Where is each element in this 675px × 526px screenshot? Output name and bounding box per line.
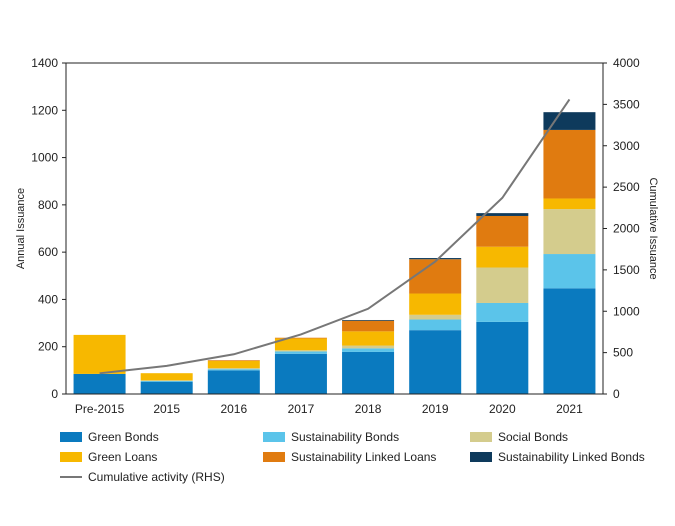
- bar-2019-series-3: [409, 293, 462, 315]
- x-tick-label: 2015: [153, 402, 180, 416]
- legend-label: Sustainability Linked Loans: [291, 450, 437, 464]
- bar-2020-series-5: [476, 213, 529, 216]
- bar-2021-series-5: [543, 112, 596, 130]
- left-tick-label: 1000: [31, 151, 58, 165]
- legend-swatch: [60, 476, 82, 478]
- bar-2017-series-4: [274, 337, 327, 339]
- right-tick-label: 3500: [613, 97, 640, 111]
- legend-swatch: [60, 432, 82, 442]
- line-layer: [99, 98, 571, 375]
- x-tick-label: 2019: [422, 402, 449, 416]
- bar-2019-series-5: [409, 258, 462, 260]
- bar-2017-series-2: [274, 350, 327, 352]
- bar-2016-series-2: [207, 367, 260, 370]
- legend-label: Green Loans: [88, 450, 158, 464]
- y-axis-label-left: Annual Issuance: [15, 188, 27, 269]
- legend-label: Cumulative activity (RHS): [88, 470, 225, 484]
- legend-swatch: [470, 432, 492, 442]
- left-tick-label: 200: [38, 340, 58, 354]
- right-tick-label: 1000: [613, 304, 640, 318]
- legend-item: Sustainability Linked Bonds: [470, 450, 645, 464]
- left-tick-label: 800: [38, 198, 58, 212]
- bar-pre-2015-series-3: [73, 334, 126, 374]
- x-tick-label: 2016: [220, 402, 247, 416]
- legend-item: Social Bonds: [470, 430, 568, 444]
- x-tick-label: 2018: [355, 402, 382, 416]
- bar-2015-series-1: [140, 380, 193, 382]
- bar-2018-series-0: [342, 351, 395, 394]
- legend-item: Sustainability Bonds: [263, 430, 399, 444]
- legend-swatch: [470, 452, 492, 462]
- right-tick-label: 0: [613, 387, 620, 401]
- left-tick-label: 600: [38, 245, 58, 259]
- bar-2019-series-1: [409, 319, 462, 331]
- bar-2016-series-3: [207, 360, 260, 368]
- bar-2017-series-0: [274, 353, 327, 394]
- bar-2019-series-4: [409, 259, 462, 294]
- axes-layer: 0 200 400 600 800 1000 1200 1400 0 500 1000 1500 200…: [15, 56, 659, 416]
- bar-2018-series-2: [342, 345, 395, 349]
- legend-label: Social Bonds: [498, 430, 569, 444]
- bar-2016-series-1: [207, 369, 260, 371]
- bar-2021-series-4: [543, 129, 596, 199]
- bar-2017-series-1: [274, 351, 327, 354]
- bar-pre-2015-series-0: [73, 373, 126, 394]
- x-tick-label: 2017: [288, 402, 315, 416]
- bar-2019-series-2: [409, 314, 462, 320]
- bar-2020-series-3: [476, 246, 529, 268]
- x-tick-label: Pre-2015: [75, 402, 125, 416]
- cumulative-line: [99, 98, 571, 375]
- x-tick-label: 2021: [556, 402, 583, 416]
- x-tick-label: 2020: [489, 402, 516, 416]
- legend-swatch: [60, 452, 82, 462]
- legend-label: Green Bonds: [88, 430, 159, 444]
- legend-swatch: [263, 432, 285, 442]
- left-tick-label: 1400: [31, 56, 58, 70]
- left-tick-label: 1200: [31, 103, 58, 117]
- legend-label: Sustainability Bonds: [291, 430, 400, 444]
- left-tick-label: 400: [38, 292, 58, 306]
- right-tick-label: 2000: [613, 222, 640, 236]
- bar-2016-series-4: [207, 360, 260, 361]
- bar-2020-series-4: [476, 215, 529, 247]
- bar-2020-series-2: [476, 267, 529, 303]
- bar-2018-series-4: [342, 320, 395, 332]
- y-axis-label-right: Cumulative Issuance: [647, 177, 659, 279]
- bar-2021-series-0: [543, 288, 596, 394]
- right-tick-label: 1500: [613, 263, 640, 277]
- bar-2020-series-1: [476, 302, 529, 322]
- bar-2018-series-1: [342, 348, 395, 352]
- legend-item: Sustainability Linked Loans: [263, 450, 436, 464]
- bar-2021-series-3: [543, 198, 596, 210]
- bar-2015-series-0: [140, 381, 193, 394]
- legend-label: Sustainability Linked Bonds: [498, 450, 645, 464]
- chart-canvas: 0 200 400 600 800 1000 1200 1400 0 500 1000 1500 200…: [15, 56, 659, 416]
- bar-2021-series-2: [543, 209, 596, 255]
- bar-2019-series-0: [409, 330, 462, 394]
- legend-item: Cumulative activity (RHS): [60, 470, 225, 484]
- left-tick-label: 0: [51, 387, 58, 401]
- bars-layer: [73, 112, 596, 394]
- bar-2018-series-3: [342, 331, 395, 346]
- right-tick-label: 3000: [613, 139, 640, 153]
- bar-2020-series-0: [476, 321, 529, 394]
- bar-2015-series-3: [140, 373, 193, 381]
- right-tick-label: 4000: [613, 56, 640, 70]
- right-tick-label: 2500: [613, 180, 640, 194]
- bar-2018-series-5: [342, 319, 395, 321]
- legend-item: Green Bonds: [60, 430, 159, 444]
- bar-2021-series-1: [543, 254, 596, 289]
- right-tick-label: 500: [613, 346, 633, 360]
- bar-2016-series-0: [207, 370, 260, 394]
- legend-swatch: [263, 452, 285, 462]
- bar-2015-series-2: [140, 380, 193, 381]
- legend-item: Green Loans: [60, 450, 157, 464]
- bar-2017-series-3: [274, 338, 327, 351]
